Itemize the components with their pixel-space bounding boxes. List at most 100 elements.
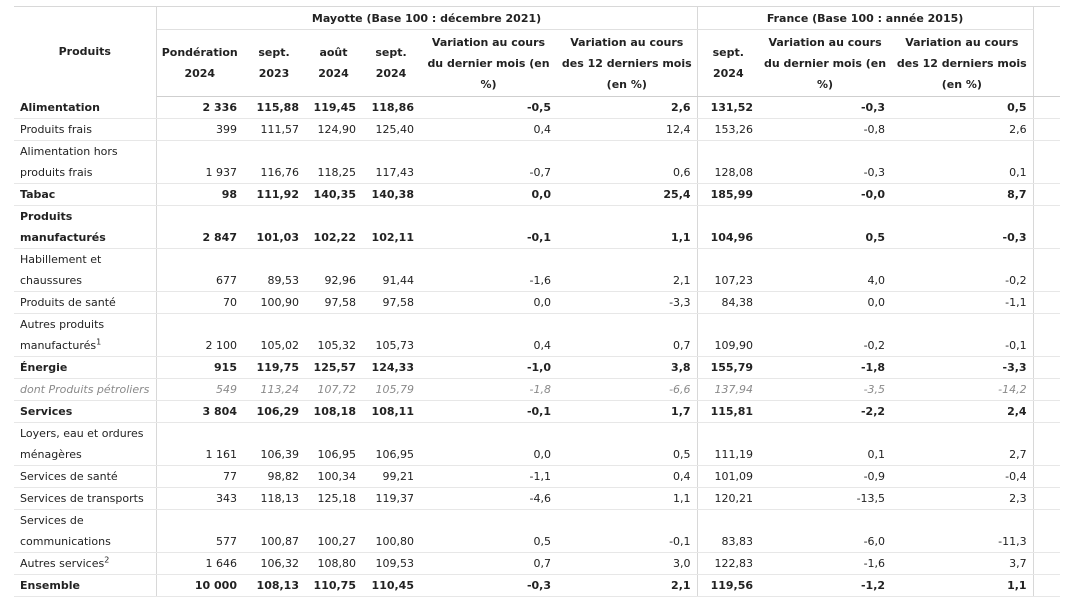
table-row: Services de communications 577 100,87 100,2… [14,509,1061,553]
header-france-variation-12-mois: Variation au cours des 12 derniers mois … [891,29,1034,97]
row-label: Autres produits manufacturés1 [14,313,157,357]
france-sept-2024-cell: 83,83 [697,509,760,553]
variation-12-mois-cell: 0,6 [557,140,698,184]
sept-2023-cell: 89,53 [243,248,305,292]
header-aout-2024: août 2024 [305,29,362,97]
table-row: Services de santé 77 98,82 100,34 99,21 -1,1 0… [14,465,1061,488]
sept-2023-cell: 111,57 [243,118,305,141]
ponderation-cell: 10 000 [156,574,243,597]
header-spacer [1032,6,1061,30]
ponderation-cell: 915 [156,356,243,379]
row-label-text: Produits de santé [20,296,116,309]
variation-12-mois-cell: 0,4 [557,465,698,488]
header-spacer-2 [1032,29,1061,97]
row-spacer [1032,183,1061,206]
variation-mois-cell: -0,1 [420,205,557,249]
variation-mois-cell: -1,6 [420,248,557,292]
row-label-text: Autres services [20,557,105,570]
row-label-text: Services [20,405,73,418]
france-variation-12-mois-cell: 1,1 [891,574,1034,597]
france-sept-2024-cell: 119,56 [697,574,760,597]
footnote-marker: 2 [104,555,110,565]
aout-2024-cell: 102,22 [305,205,362,249]
france-variation-mois-cell: -0,3 [759,96,892,119]
row-label: Produits de santé [14,291,157,314]
france-variation-12-mois-cell: -0,3 [891,205,1034,249]
row-spacer [1032,313,1061,357]
header-group-france: France (Base 100 : année 2015) [697,6,1034,30]
france-variation-mois-cell: -0,9 [759,465,892,488]
table-row: Tabac 98 111,92 140,35 140,38 0,0 25,4 185,99 -0… [14,183,1061,206]
row-label: Tabac [14,183,157,206]
table-row: Autres produits manufacturés1 2 100 105,02… [14,313,1061,357]
row-label-text: Tabac [20,188,56,201]
sept-2023-cell: 106,29 [243,400,305,423]
sept-2024-cell: 125,40 [362,118,420,141]
price-index-table-container: Produits Mayotte (Base 100 : décembre 20… [14,6,1061,597]
variation-mois-cell: -0,7 [420,140,557,184]
row-label: Services de communications [14,509,157,553]
row-label-text: Alimentation hors produits frais [20,145,118,179]
row-spacer [1032,574,1061,597]
france-variation-mois-cell: 4,0 [759,248,892,292]
table-row: Produits de santé 70 100,90 97,58 97,58 0,0 -3… [14,291,1061,314]
aout-2024-cell: 140,35 [305,183,362,206]
france-sept-2024-cell: 115,81 [697,400,760,423]
table-row: Produits frais 399 111,57 124,90 125,40 0,4 12… [14,118,1061,141]
france-variation-mois-cell: -0,0 [759,183,892,206]
france-variation-12-mois-cell: 0,5 [891,96,1034,119]
row-label-text: Ensemble [20,579,80,592]
variation-mois-cell: 0,4 [420,118,557,141]
sept-2023-cell: 115,88 [243,96,305,119]
france-variation-12-mois-cell: 0,1 [891,140,1034,184]
sept-2024-cell: 118,86 [362,96,420,119]
table-row: Énergie 915 119,75 125,57 124,33 -1,0 3,8 155,7… [14,356,1061,379]
sept-2023-cell: 113,24 [243,378,305,401]
row-label: Produits frais [14,118,157,141]
variation-mois-cell: -0,3 [420,574,557,597]
ponderation-cell: 2 847 [156,205,243,249]
aout-2024-cell: 97,58 [305,291,362,314]
table-row: Autres services2 1 646 106,32 108,80 109,53 0… [14,552,1061,575]
france-variation-12-mois-cell: 8,7 [891,183,1034,206]
aout-2024-cell: 106,95 [305,422,362,466]
sept-2023-cell: 108,13 [243,574,305,597]
france-variation-12-mois-cell: -0,2 [891,248,1034,292]
france-variation-12-mois-cell: -0,4 [891,465,1034,488]
france-variation-12-mois-cell: -3,3 [891,356,1034,379]
france-sept-2024-cell: 122,83 [697,552,760,575]
france-variation-12-mois-cell: -0,1 [891,313,1034,357]
row-label: dont Produits pétroliers [14,378,157,401]
row-spacer [1032,118,1061,141]
variation-12-mois-cell: 3,8 [557,356,698,379]
france-sept-2024-cell: 185,99 [697,183,760,206]
france-variation-mois-cell: -3,5 [759,378,892,401]
variation-12-mois-cell: 25,4 [557,183,698,206]
sept-2023-cell: 98,82 [243,465,305,488]
sept-2024-cell: 119,37 [362,487,420,510]
header-france-sept-2024: sept. 2024 [697,29,760,97]
france-variation-mois-cell: -6,0 [759,509,892,553]
header-group-row: Produits Mayotte (Base 100 : décembre 20… [14,6,1061,97]
france-variation-12-mois-cell: -14,2 [891,378,1034,401]
aout-2024-cell: 108,18 [305,400,362,423]
header-produits: Produits [14,6,157,97]
sept-2024-cell: 105,79 [362,378,420,401]
sept-2023-cell: 118,13 [243,487,305,510]
france-variation-mois-cell: 0,5 [759,205,892,249]
sept-2024-cell: 109,53 [362,552,420,575]
row-label-text: Services de transports [20,492,144,505]
row-spacer [1032,378,1061,401]
row-spacer [1032,487,1061,510]
row-label-text: dont Produits pétroliers [20,383,150,396]
variation-12-mois-cell: 12,4 [557,118,698,141]
ponderation-cell: 2 100 [156,313,243,357]
header-variation-12-mois: Variation au cours des 12 derniers mois … [557,29,698,97]
row-spacer [1032,552,1061,575]
ponderation-cell: 77 [156,465,243,488]
france-variation-12-mois-cell: 3,7 [891,552,1034,575]
row-label: Habillement et chaussures [14,248,157,292]
aout-2024-cell: 100,34 [305,465,362,488]
variation-mois-cell: 0,7 [420,552,557,575]
aout-2024-cell: 125,57 [305,356,362,379]
